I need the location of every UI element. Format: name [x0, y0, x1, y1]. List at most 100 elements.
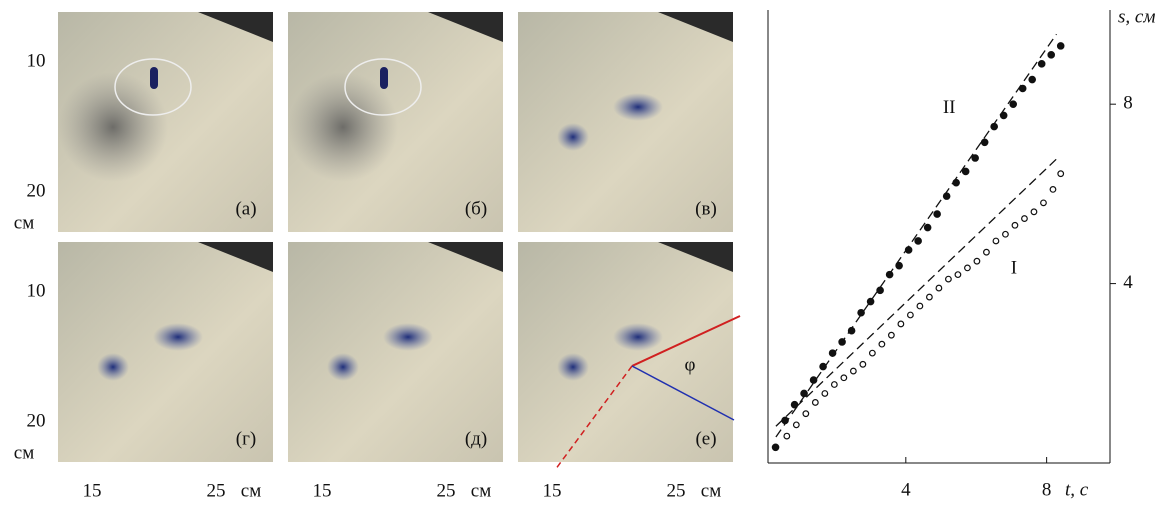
angle-label: φ — [685, 354, 696, 375]
wave — [58, 72, 168, 182]
blob — [557, 353, 589, 381]
point — [849, 367, 857, 375]
shade — [428, 12, 503, 42]
point — [771, 443, 780, 452]
point — [980, 138, 989, 147]
point — [973, 257, 981, 265]
y-label: см — [14, 442, 34, 463]
point — [1011, 221, 1019, 229]
point — [792, 421, 800, 429]
wave — [288, 72, 398, 182]
angle-line — [631, 315, 741, 367]
x-label: см — [241, 480, 261, 501]
panel-label: (г) — [236, 428, 256, 449]
y-label: 20 — [27, 410, 46, 431]
panel-label: (б) — [465, 198, 487, 219]
point — [857, 308, 865, 317]
point — [1030, 208, 1038, 216]
point — [840, 374, 848, 382]
blob — [613, 323, 663, 351]
y-tick-label: 4 — [1123, 272, 1133, 293]
x-label: 25 — [667, 480, 686, 501]
blob — [557, 123, 589, 151]
photo — [58, 242, 273, 462]
x-axis-label: t, с — [1065, 479, 1089, 500]
x-label: см — [471, 480, 491, 501]
point — [1018, 84, 1027, 93]
angle-line — [631, 365, 735, 421]
point — [1049, 186, 1057, 193]
photo — [288, 242, 503, 462]
point — [961, 167, 970, 176]
point — [802, 410, 810, 418]
point — [821, 390, 829, 397]
x-tick-label: 8 — [1042, 479, 1052, 500]
point — [971, 154, 979, 162]
fit-line — [775, 157, 1058, 427]
point — [926, 293, 933, 301]
y-axis-label: s, см — [1118, 6, 1155, 27]
drop — [380, 67, 388, 89]
point — [1002, 230, 1009, 238]
y-tick-label: 8 — [1123, 93, 1133, 114]
x-label: 15 — [83, 480, 102, 501]
point — [783, 432, 791, 440]
point — [954, 271, 962, 279]
point — [895, 261, 903, 270]
point — [876, 286, 884, 295]
ring — [344, 58, 422, 116]
ring — [114, 58, 192, 116]
angle-line — [554, 365, 633, 471]
point — [868, 349, 876, 357]
point — [945, 275, 952, 283]
blob — [383, 323, 433, 351]
photo — [518, 242, 733, 462]
point — [1009, 100, 1017, 108]
point — [830, 381, 838, 388]
panel-label: (в) — [695, 198, 717, 219]
point — [1040, 199, 1047, 207]
point — [811, 399, 819, 406]
panel-label: (д) — [465, 428, 487, 449]
point — [887, 331, 895, 339]
drop — [150, 67, 158, 89]
shade — [198, 12, 273, 42]
blob — [153, 323, 203, 351]
point — [809, 376, 818, 384]
point — [1037, 60, 1046, 68]
series-label: II — [943, 97, 956, 118]
panel-label: (е) — [695, 428, 716, 449]
blob — [97, 353, 129, 381]
point — [1047, 51, 1056, 59]
shade — [428, 242, 503, 272]
point — [942, 192, 951, 200]
x-label: 25 — [437, 480, 456, 501]
shade — [658, 242, 733, 272]
y-label: см — [14, 212, 34, 233]
x-label: 25 — [207, 480, 226, 501]
point — [1021, 215, 1028, 222]
x-tick-label: 4 — [901, 479, 911, 500]
y-label: 10 — [27, 280, 46, 301]
panel-label: (а) — [235, 198, 256, 219]
x-label: 15 — [313, 480, 332, 501]
point — [992, 237, 1000, 245]
blob — [613, 93, 663, 121]
point — [1028, 75, 1036, 84]
point — [914, 237, 922, 245]
shade — [658, 12, 733, 42]
series-label: I — [1011, 257, 1017, 278]
photo — [518, 12, 733, 232]
point — [935, 284, 943, 292]
x-label: см — [701, 480, 721, 501]
point — [897, 320, 905, 328]
point — [923, 223, 932, 232]
point — [964, 264, 971, 272]
fit-line — [775, 33, 1058, 438]
blob — [327, 353, 359, 381]
y-label: 20 — [27, 180, 46, 201]
photo-panels: (а) (б) (в) (г) (д) (е) φ 10 20 см 10 20 см 15 25 см 15 2… — [14, 12, 741, 501]
y-label: 10 — [27, 50, 46, 71]
